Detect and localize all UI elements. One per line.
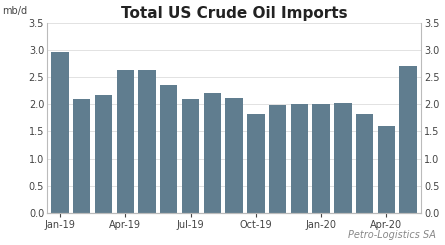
Bar — [400, 66, 417, 213]
Bar — [160, 86, 178, 213]
Bar — [356, 114, 373, 213]
Bar — [247, 114, 264, 213]
Bar — [117, 70, 134, 213]
Bar — [312, 104, 330, 213]
Bar — [51, 52, 69, 213]
Bar — [225, 98, 243, 213]
Bar — [95, 95, 112, 213]
Bar — [269, 105, 286, 213]
Text: mb/d: mb/d — [2, 6, 27, 15]
Bar — [138, 70, 156, 213]
Bar — [378, 126, 395, 213]
Title: Total US Crude Oil Imports: Total US Crude Oil Imports — [121, 6, 348, 21]
Bar — [73, 99, 90, 213]
Bar — [334, 103, 352, 213]
Text: Petro-Logistics SA: Petro-Logistics SA — [348, 230, 436, 240]
Bar — [182, 99, 199, 213]
Bar — [204, 93, 221, 213]
Bar — [291, 104, 308, 213]
